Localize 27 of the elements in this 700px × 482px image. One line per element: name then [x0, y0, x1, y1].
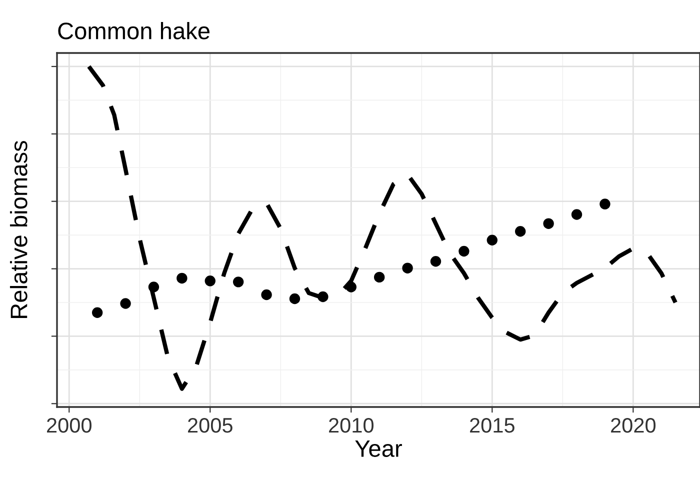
point	[430, 256, 442, 267]
point	[92, 307, 103, 318]
point	[571, 209, 582, 220]
x-tick-label: 2020	[611, 418, 656, 433]
point	[232, 276, 244, 288]
point	[204, 276, 216, 286]
point	[600, 198, 610, 210]
point	[261, 289, 272, 300]
x-tick-label: 2005	[188, 418, 232, 433]
point	[148, 282, 160, 292]
point	[374, 272, 385, 283]
y-axis-title: Relative biomass	[10, 140, 28, 318]
x-tick-label: 2000	[47, 418, 92, 433]
point	[346, 282, 356, 292]
point	[458, 246, 470, 257]
point	[176, 272, 188, 284]
point	[402, 262, 413, 274]
point	[318, 291, 328, 302]
x-axis-title: Year	[355, 440, 402, 457]
chart-title: Common hake	[58, 22, 210, 40]
x-tick-label: 2010	[329, 418, 374, 433]
point	[120, 298, 131, 309]
x-tick-label: 2015	[470, 418, 514, 433]
point	[289, 293, 300, 304]
point	[543, 218, 554, 229]
point	[515, 226, 526, 237]
point	[486, 234, 498, 246]
